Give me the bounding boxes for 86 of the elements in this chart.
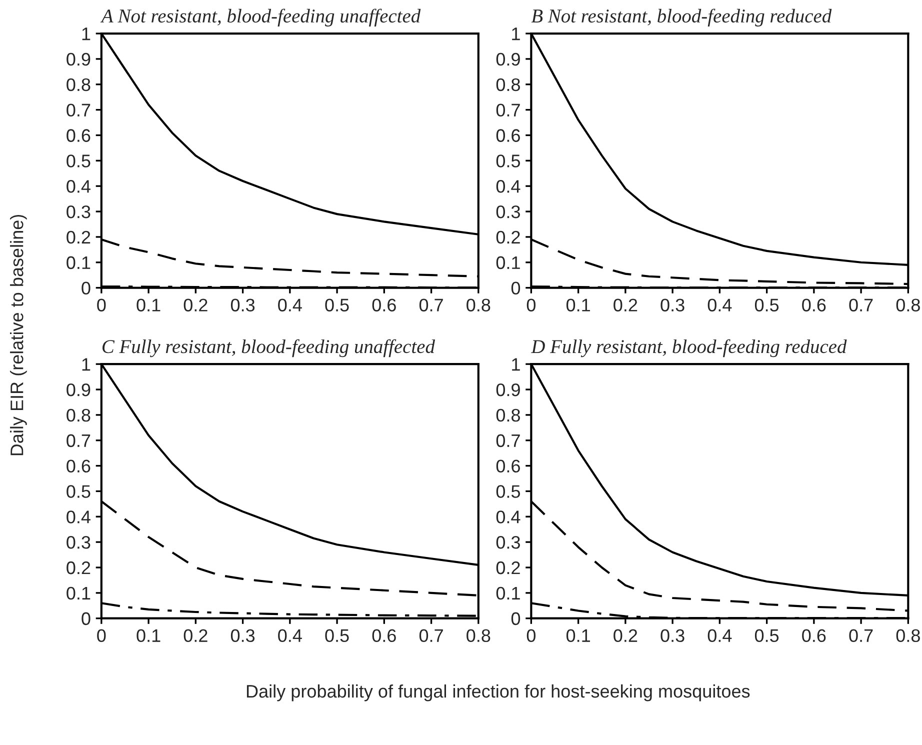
y-tick-label: 0.9	[496, 52, 520, 66]
x-tick-label: 0.8	[896, 629, 920, 642]
y-tick-label: 0.1	[66, 586, 90, 600]
x-tick-label: 0.4	[278, 629, 302, 642]
y-tick-label: 0.3	[496, 536, 520, 549]
x-tick-label: 0	[97, 629, 106, 642]
y-tick-label: 0.2	[496, 561, 520, 574]
y-tick-label: 0.4	[66, 180, 90, 193]
x-tick-label: 0	[97, 298, 106, 312]
y-tick-label: 0.6	[496, 129, 520, 142]
x-tick-label: 0.5	[754, 298, 779, 312]
y-tick-label: 0.8	[66, 78, 90, 92]
y-tick-label: 1	[82, 358, 90, 371]
y-tick-label: 0.3	[66, 536, 90, 549]
x-tick-label: 0.5	[325, 298, 349, 312]
x-tick-label: 0	[526, 629, 536, 642]
y-tick-label: 0.8	[496, 78, 520, 92]
chart-title: D Fully resistant, blood-feeding reduced	[530, 339, 847, 358]
y-tick-label: 1	[512, 28, 520, 40]
y-tick-label: 0.4	[496, 180, 520, 193]
y-tick-label: 0.7	[496, 434, 520, 448]
y-tick-label: 0.1	[66, 256, 90, 270]
y-tick-label: 0.9	[66, 383, 90, 396]
x-tick-label: 0.2	[184, 629, 208, 642]
y-tick-label: 0.4	[66, 510, 90, 524]
x-tick-label: 0.7	[849, 298, 873, 312]
x-tick-label: 0.4	[278, 298, 302, 312]
y-tick-label: 0.9	[496, 383, 520, 396]
y-tick-label: 0.1	[496, 586, 520, 600]
y-tick-label: 0	[82, 282, 90, 295]
y-tick-label: 0.3	[66, 205, 90, 218]
chart-title: C Fully resistant, blood-feeding unaffected	[102, 339, 436, 358]
y-tick-label: 0.2	[496, 230, 520, 244]
x-tick-label: 0.7	[849, 629, 873, 642]
y-tick-label: 1	[82, 28, 90, 40]
chart-title: A Not resistant, blood-feeding unaffected	[100, 8, 421, 27]
x-tick-label: 0.5	[754, 629, 779, 642]
x-tick-label: 0.7	[419, 629, 443, 642]
y-tick-label: 0.4	[496, 510, 520, 524]
x-tick-label: 0.8	[466, 298, 490, 312]
y-tick-label: 0.7	[496, 104, 520, 117]
x-tick-label: 0.4	[708, 298, 732, 312]
x-tick-label: 0.6	[372, 298, 396, 312]
y-tick-label: 0.3	[496, 205, 520, 218]
x-axis-title: Daily probability of fungal infection for host-seeking mosquitoes	[246, 684, 750, 702]
x-tick-label: 0.3	[660, 298, 684, 312]
y-tick-label: 0	[511, 612, 520, 626]
y-tick-label: 0	[511, 282, 520, 295]
y-tick-label: 0.6	[496, 460, 520, 473]
y-tick-label: 0	[82, 612, 90, 626]
x-tick-label: 0.2	[614, 298, 638, 312]
y-axis-title: Daily EIR (relative to baseline)	[10, 214, 27, 456]
x-tick-label: 0.1	[566, 298, 590, 312]
x-tick-label: 0.1	[136, 298, 160, 312]
x-tick-label: 0	[526, 298, 536, 312]
x-tick-label: 0.6	[802, 629, 826, 642]
y-tick-label: 0.6	[66, 129, 90, 142]
y-tick-label: 0.2	[66, 230, 90, 244]
y-tick-label: 0.6	[66, 460, 90, 473]
x-tick-label: 0.6	[802, 298, 826, 312]
x-tick-label: 0.6	[372, 629, 396, 642]
x-tick-label: 0.8	[896, 298, 920, 312]
y-tick-label: 0.1	[496, 256, 520, 270]
y-tick-label: 0.5	[66, 485, 90, 498]
x-tick-label: 0.7	[419, 298, 443, 312]
x-tick-label: 0.8	[466, 629, 490, 642]
y-tick-label: 0.5	[66, 154, 90, 168]
y-tick-label: 1	[512, 358, 520, 371]
x-tick-label: 0.3	[660, 629, 684, 642]
x-tick-label: 0.3	[230, 629, 255, 642]
y-tick-label: 0.7	[66, 104, 90, 117]
y-tick-label: 0.2	[66, 561, 90, 574]
y-tick-label: 0.8	[496, 408, 520, 422]
y-tick-label: 0.5	[496, 485, 520, 498]
x-tick-label: 0.2	[614, 629, 638, 642]
x-tick-label: 0.2	[184, 298, 208, 312]
x-tick-label: 0.5	[325, 629, 349, 642]
y-tick-label: 0.8	[66, 408, 90, 422]
x-tick-label: 0.1	[566, 629, 590, 642]
x-tick-label: 0.3	[230, 298, 255, 312]
y-tick-label: 0.5	[496, 154, 520, 168]
y-tick-label: 0.7	[66, 434, 90, 448]
chart-title: B Not resistant, blood-feeding reduced	[531, 8, 832, 27]
y-tick-label: 0.9	[66, 52, 90, 66]
x-tick-label: 0.4	[708, 629, 732, 642]
x-tick-label: 0.1	[136, 629, 160, 642]
